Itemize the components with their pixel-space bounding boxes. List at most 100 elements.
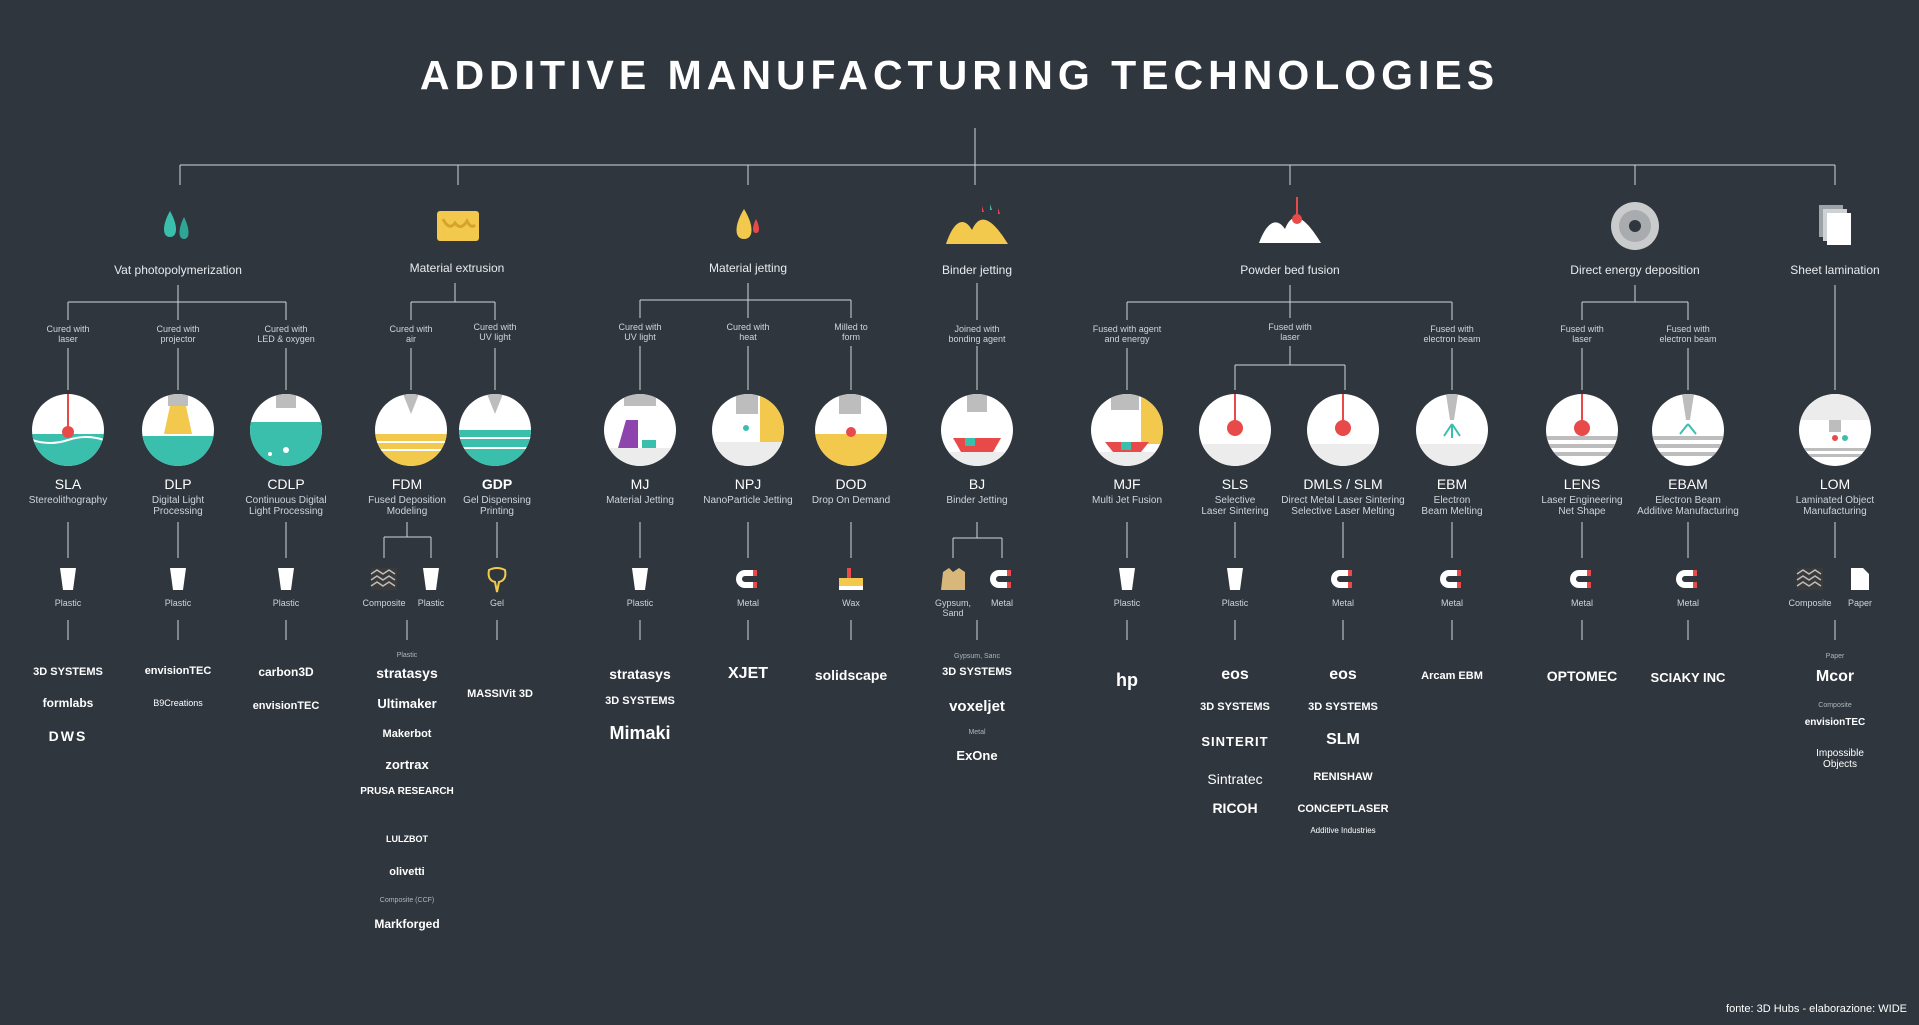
brand-logo: Arcam EBM [1421,670,1483,682]
tech-name: Fused Deposition Modeling [368,495,446,517]
brand-logo: CONCEPTLASER [1297,803,1389,815]
brand-logo: envisionTEC [252,700,320,712]
bj-illustration-icon [941,394,1013,466]
brand-logo: solidscape [814,667,888,683]
page-title: ADDITIVE MANUFACTURING TECHNOLOGIES [419,52,1500,98]
process-label: Fused with laser [1268,322,1312,342]
tech-abbr: MJ [630,476,650,492]
tech-abbr: SLS [1221,476,1249,492]
tech-name: Binder Jetting [946,495,1008,506]
brand-logo: Mimaki [609,723,671,743]
brand-logo: DWS [48,728,88,744]
tech-name: Laminated Object Manufacturing [1795,495,1875,517]
tech-abbr: LENS [1563,476,1601,492]
tech-name: Direct Metal Laser Sintering Selective L… [1281,495,1405,517]
brand-logo: OPTOMEC [1546,668,1618,684]
brand-logo: SCIAKY INC [1650,670,1726,685]
brand-group-note: Composite [1818,702,1852,709]
process-label: Fused with electron beam [1659,324,1717,344]
wax-icon [839,568,863,590]
sla-illustration-icon [32,394,104,466]
material-label: Plastic [54,598,82,608]
process-label: Milled to form [834,322,868,342]
brand-logo: 3D SYSTEMS [1308,701,1378,713]
dmls-illustration-icon [1307,394,1379,466]
material-label: Metal [1676,598,1700,608]
category-sheet-lamination: Sheet lamination [1790,263,1880,277]
disc-icon [1611,202,1659,250]
ebam-illustration-icon [1652,394,1724,466]
brand-logo: Markforged [374,917,440,931]
material-label: Metal [990,598,1014,608]
material-label: Plastic [272,598,300,608]
cup-icon [278,568,294,590]
material-label: Composite [362,598,406,608]
tech-name: NanoParticle Jetting [703,495,793,506]
material-label: Paper [1847,598,1873,608]
brand-logo: Additive Industries [1310,826,1376,835]
brand-logo: voxeljet [949,698,1005,715]
brand-logo: eos [1221,666,1249,683]
material-label: Gel [489,598,505,608]
magnet-icon [736,570,757,588]
brand-logo: Sintratec [1207,771,1263,787]
material-label: Metal [1331,598,1355,608]
droplet-icon [736,209,759,239]
brand-logo: 3D SYSTEMS [942,666,1012,678]
category-direct-energy-deposition: Direct energy deposition [1570,263,1700,277]
brand-logo: RICOH [1212,800,1258,816]
brand-logo: 3D SYSTEMS [1200,701,1270,713]
process-label: Cured with projector [156,324,200,344]
mjf-illustration-icon [1091,394,1163,466]
process-label: Fused with laser [1560,324,1604,344]
brand-logo: 3D SYSTEMS [605,695,675,707]
brand-group-note: Metal [968,729,986,736]
magnet-icon [990,570,1011,588]
brand-logo: hp [1116,670,1138,690]
lens-illustration-icon [1546,394,1618,466]
tech-name: Electron Beam Additive Manufacturing [1637,495,1739,517]
brand-logo: Ultimaker [377,696,437,711]
tech-abbr: SLA [54,476,82,492]
brand-group-note: Composite (CCF) [379,897,435,904]
tech-abbr: GDP [481,476,513,492]
extrusion-block-icon [437,211,479,241]
cup-icon [423,568,439,590]
tech-abbr: EBM [1436,476,1468,492]
category-vat-photopolymerization: Vat photopolymerization [114,263,242,277]
tech-name: Gel Dispensing Printing [463,495,531,517]
material-label: Metal [736,598,760,608]
composite-icon [370,568,397,590]
tech-name: Electron Beam Melting [1421,495,1483,517]
brand-group-note: Gypsum, Sanc [954,653,1000,660]
material-label: Plastic [1113,598,1141,608]
process-label: Cured with laser [46,324,90,344]
droplets-icon [164,211,189,239]
tech-name: Multi Jet Fusion [1091,495,1163,506]
sls-illustration-icon [1199,394,1271,466]
material-label: Gypsum, Sand [934,598,972,618]
gypsum-icon [941,568,965,590]
brand-logo: envisionTEC [144,665,212,677]
magnet-icon [1570,570,1591,588]
cup-icon [170,568,186,590]
process-label: Cured with UV light [618,322,662,342]
tech-name: Stereolithography [28,495,108,506]
category-powder-bed-fusion: Powder bed fusion [1240,263,1340,277]
tech-abbr: MJF [1113,476,1141,492]
magnet-icon [1440,570,1461,588]
material-label: Plastic [417,598,445,608]
tech-abbr: BJ [968,476,986,492]
brand-logo: Impossible Objects [1816,748,1864,770]
brand-logo: stratasys [609,666,671,682]
ebm-illustration-icon [1416,394,1488,466]
brand-logo: RENISHAW [1313,771,1373,783]
brand-logo: Mcor [1815,668,1855,685]
mj-illustration-icon [604,394,676,466]
tech-name: Digital Light Processing [151,495,205,517]
process-label: Cured with LED & oxygen [257,324,315,344]
brand-logo: stratasys [376,665,438,681]
brand-logo: eos [1329,666,1357,683]
cup-icon [632,568,648,590]
brand-logo: MASSIVit 3D [467,688,533,700]
